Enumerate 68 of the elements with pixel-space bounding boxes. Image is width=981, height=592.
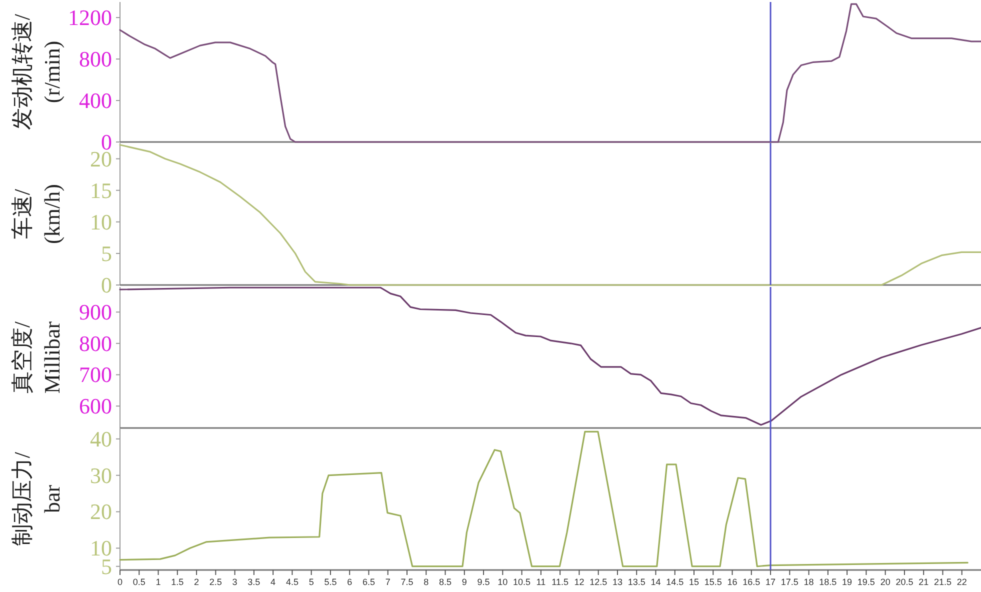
y-tick-label: 5 [101,240,112,266]
x-tick-label: 11.5 [552,577,568,587]
x-tick-label: 19 [842,577,852,587]
y-axis-title: 车速/ (km/h) [10,184,64,244]
x-tick-label: 8.5 [439,577,452,587]
y-tick-label: 600 [79,394,112,419]
x-tick-label: 19.5 [857,577,875,587]
y-axis-title: 制动压力/ bar [10,451,64,546]
x-tick-label: 20 [880,577,890,587]
x-tick-label: 1 [156,577,161,587]
x-tick-label: 2.5 [209,577,222,587]
x-tick-label: 9.5 [477,577,490,587]
x-tick-label: 6 [347,577,352,587]
line-series [119,430,968,568]
y-tick-label: 1200 [68,5,112,30]
x-tick-label: 9 [462,577,467,587]
x-tick-label: 3 [232,577,238,587]
y-tick-label: 900 [79,300,112,325]
x-tick-label: 10.5 [513,577,531,587]
x-tick-label: 0 [117,577,123,587]
x-tick-label: 7.5 [400,577,414,587]
x-tick-label: 14 [650,577,661,587]
x-tick-label: 4 [270,577,276,587]
x-tick-label: 5.5 [324,577,337,587]
x-tick-label: 18.5 [819,577,837,587]
y-tick-label: 20 [90,499,112,524]
x-tick-label: 15.5 [704,577,722,587]
x-tick-label: 7 [385,577,390,587]
y-tick-label: 800 [79,330,112,356]
x-tick-label: 17 [766,577,776,587]
x-tick-label: 21.5 [934,577,952,587]
x-tick-label: 17.5 [780,577,798,587]
x-tick-label: 12.5 [590,577,608,587]
x-tick-label: 15 [688,577,700,587]
x-tick-label: 2 [194,577,200,587]
x-tick-label: 13.5 [628,577,646,587]
line-series [119,144,981,286]
y-tick-label: 15 [90,178,112,203]
y-tick-label: 0 [101,272,112,298]
line-series [119,3,981,143]
x-tick-label: 0.5 [132,577,146,587]
x-tick-label: 22 [956,577,967,587]
x-tick-label: 16.5 [742,577,760,587]
x-tick-label: 6.5 [362,577,375,587]
x-tick-label: 13 [612,577,622,587]
x-tick-label: 1.5 [171,577,184,587]
y-tick-label: 10 [90,536,112,561]
x-tick-label: 10 [498,577,508,587]
x-tick-label: 18 [804,577,814,587]
y-tick-label: 30 [90,462,112,488]
x-tick-label: 12 [574,577,584,587]
x-tick-label: 20.5 [896,577,914,587]
y-tick-label: 400 [79,88,112,114]
x-tick-label: 11 [536,577,546,587]
x-tick-label: 21 [918,577,929,587]
y-tick-label: 800 [79,46,112,72]
x-tick-label: 8 [424,577,429,587]
x-tick-label: 3.5 [248,577,260,587]
y-axis-title: 发动机转速/ (r/min) [10,13,64,130]
x-tick-label: 5 [308,577,314,587]
y-tick-label: 40 [90,426,112,452]
line-series [119,286,981,426]
x-tick-label: 14.5 [666,577,684,587]
y-tick-label: 10 [90,209,112,234]
y-axis-title: 真空度/ Millibar [10,320,64,394]
x-tick-label: 4.5 [286,577,298,587]
y-tick-label: 700 [79,362,112,388]
x-tick-label: 16 [727,577,738,587]
